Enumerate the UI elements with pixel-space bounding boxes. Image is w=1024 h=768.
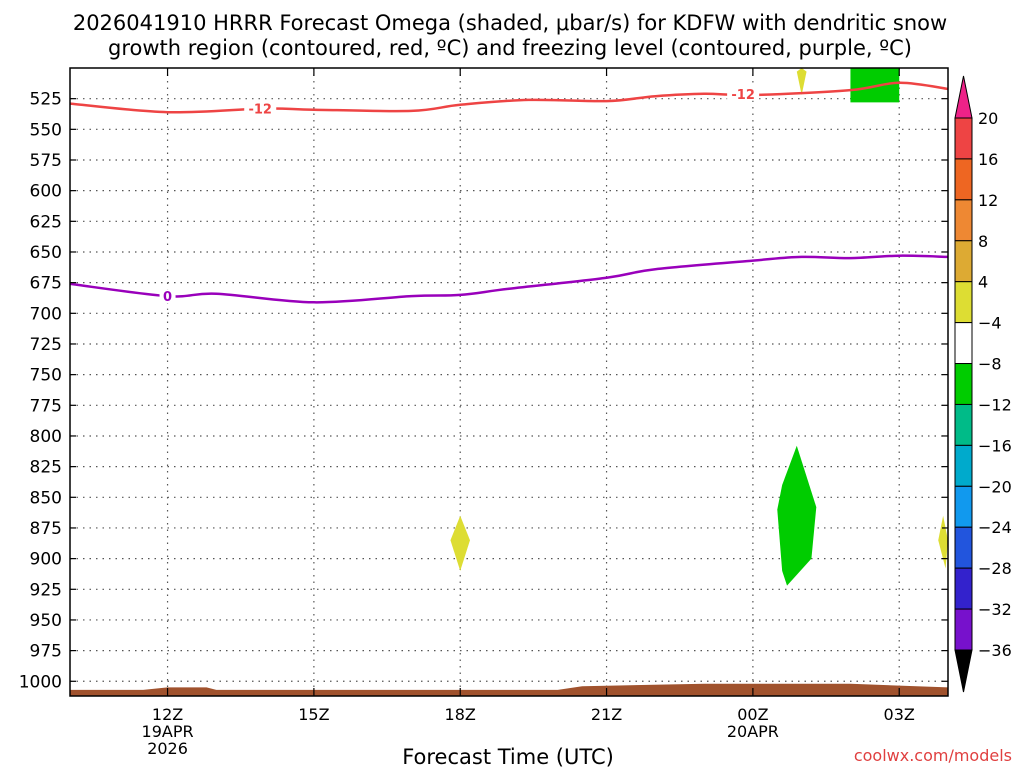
y-tick-label-550: 550: [30, 120, 62, 140]
y-tick-label-750: 750: [30, 366, 62, 386]
omega-region-3: [938, 515, 948, 569]
y-tick-label-975: 975: [30, 642, 62, 662]
y-tick-label-900: 900: [30, 550, 62, 570]
y-tick-label-875: 875: [30, 519, 62, 539]
colorbar-label: 12: [978, 191, 998, 210]
y-tick-label-1000: 1000: [19, 672, 62, 692]
contour-label-bg: [727, 86, 760, 101]
y-tick-label-575: 575: [30, 151, 62, 171]
contour-label: -12: [248, 102, 272, 117]
colorbar-swatch-4: [954, 240, 973, 283]
colorbar-label: 8: [978, 232, 988, 251]
y-tick-label-625: 625: [30, 212, 62, 232]
colorbar-swatch-7: [954, 363, 973, 405]
y-tick-label-800: 800: [30, 427, 62, 447]
plot-frame: [69, 67, 949, 697]
colorbar-swatch-3: [954, 199, 973, 242]
omega-shaded-regions: [450, 68, 948, 586]
y-tick-label-600: 600: [30, 182, 62, 202]
colorbar-label: −20: [978, 477, 1012, 496]
colorbar-label: 16: [978, 150, 998, 169]
contour-label: -12: [731, 88, 755, 103]
omega-region-1: [450, 515, 470, 571]
colorbar-label: −28: [978, 559, 1012, 578]
contour-label: 0: [163, 290, 172, 305]
colorbar-label: −32: [978, 600, 1012, 619]
y-tick-label-650: 650: [30, 243, 62, 263]
colorbar-label: −12: [978, 395, 1012, 414]
omega-region-5: [796, 68, 807, 95]
colorbar-swatch-2: [954, 158, 973, 201]
x-tick-year-12Z: 2026: [147, 739, 188, 758]
colorbar-top-arrow: [954, 75, 973, 119]
colorbar-label: 4: [978, 273, 988, 292]
x-tick-label-15Z: 15Z: [298, 705, 329, 724]
colorbar-label: −8: [978, 355, 1002, 374]
y-tick-label-925: 925: [30, 580, 62, 600]
y-tick-label-725: 725: [30, 335, 62, 355]
colorbar-label: −4: [978, 314, 1002, 333]
x-tick-label-18Z: 18Z: [445, 705, 476, 724]
colorbar-legend: 20 16 12 8 4 −4 −8 −12 −16 −20 −24 −28 −32 −36: [954, 75, 1012, 693]
y-tick-label-775: 775: [30, 396, 62, 416]
x-tick-label-03Z: 03Z: [884, 705, 915, 724]
y-axis-pressure: 525 550 575 600 625 650 675 700 725 750 775 800 825 8…: [19, 90, 948, 692]
x-tick-label-00Z: 00Z: [737, 705, 768, 724]
x-tick-label-12Z: 12Z: [152, 705, 183, 724]
y-tick-label-700: 700: [30, 304, 62, 324]
temperature-contours: -12 -12 0: [70, 81, 948, 305]
colorbar-swatch-9: [954, 444, 973, 487]
colorbar-swatch-12: [954, 567, 973, 610]
colorbar-label: −16: [978, 436, 1012, 455]
colorbar-swatch-11: [954, 526, 973, 569]
credit-text: coolwx.com/models: [854, 746, 1012, 765]
chart-title-line-2: growth region (contoured, red, ºC) and f…: [108, 36, 912, 60]
colorbar-swatch-5: [954, 281, 973, 324]
ground-fill: [70, 683, 948, 696]
y-tick-label-675: 675: [30, 274, 62, 294]
colorbar-swatch-13: [954, 608, 973, 651]
ground-terrain: [70, 683, 948, 696]
y-tick-label-950: 950: [30, 611, 62, 631]
x-axis-label: Forecast Time (UTC): [402, 745, 614, 768]
grid-lines: [70, 68, 948, 696]
colorbar-label: −24: [978, 518, 1012, 537]
contour-line-1: [70, 81, 948, 114]
omega-region-2: [777, 445, 817, 586]
contour-line-2: [70, 254, 948, 304]
contour-label-bg: [244, 101, 277, 116]
colorbar-swatch-1: [954, 117, 973, 160]
y-tick-label-525: 525: [30, 90, 62, 110]
contour-label-bg: [159, 289, 176, 304]
colorbar-label: −36: [978, 641, 1012, 660]
y-tick-label-850: 850: [30, 488, 62, 508]
x-tick-date-00Z: 20APR: [727, 722, 779, 741]
colorbar-bottom-arrow: [954, 649, 973, 693]
x-tick-date-12Z: 19APR: [142, 722, 194, 741]
chart-title-line-1: 2026041910 HRRR Forecast Omega (shaded, …: [73, 11, 947, 35]
colorbar-label: 20: [978, 109, 998, 128]
y-tick-label-825: 825: [30, 458, 62, 478]
x-tick-label-21Z: 21Z: [591, 705, 622, 724]
colorbar-swatch-10: [954, 485, 973, 528]
colorbar-swatch-8: [954, 403, 973, 446]
colorbar-swatch-6: [954, 322, 973, 365]
